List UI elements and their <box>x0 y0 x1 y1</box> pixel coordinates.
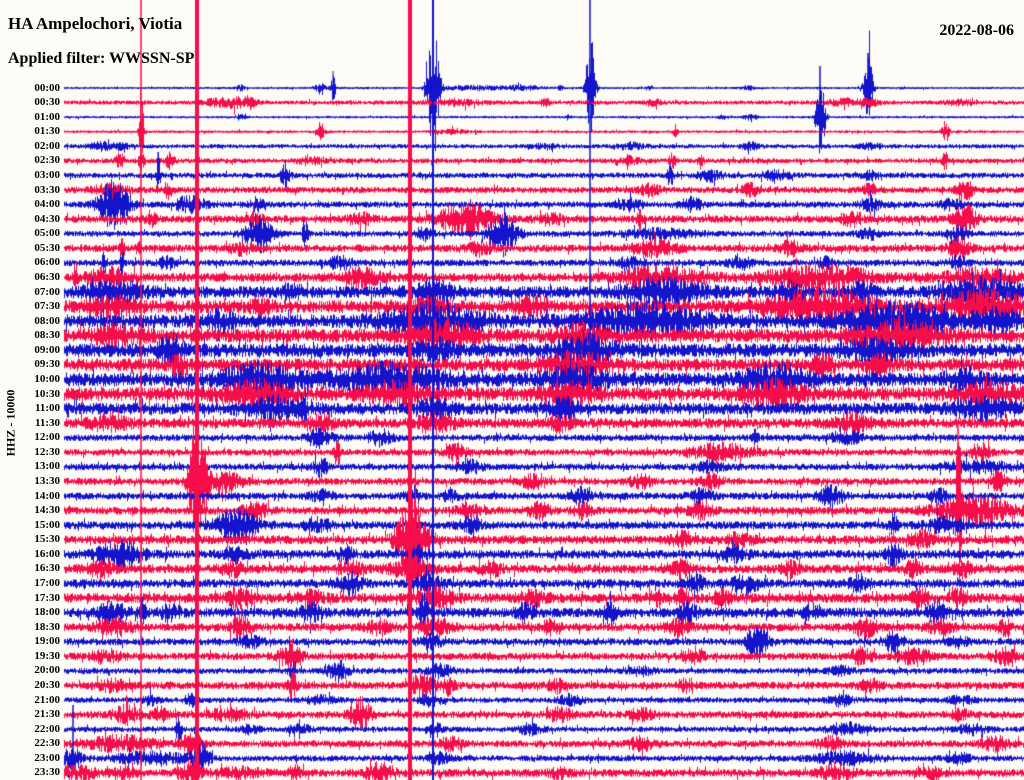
time-label: 19:00 <box>34 635 60 648</box>
time-label: 20:30 <box>34 679 60 692</box>
time-label: 20:00 <box>34 664 60 677</box>
time-label: 04:00 <box>34 198 60 211</box>
time-label: 01:30 <box>34 125 60 138</box>
filter-label: Applied filter: WWSSN-SP <box>8 50 195 67</box>
time-label: 14:30 <box>34 504 60 517</box>
time-label: 04:30 <box>34 212 60 225</box>
time-label: 17:00 <box>34 577 60 590</box>
time-label: 07:30 <box>34 300 60 313</box>
time-label: 06:30 <box>34 270 60 283</box>
time-label: 23:00 <box>34 751 60 764</box>
time-label: 22:30 <box>34 737 60 750</box>
time-label: 13:30 <box>34 474 60 487</box>
time-label: 05:00 <box>34 227 60 240</box>
time-label: 07:00 <box>34 285 60 298</box>
time-label: 10:00 <box>34 372 60 385</box>
time-label: 02:30 <box>34 154 60 167</box>
time-label: 15:00 <box>34 518 60 531</box>
time-label: 16:30 <box>34 562 60 575</box>
time-label: 12:00 <box>34 431 60 444</box>
time-label: 03:00 <box>34 168 60 181</box>
time-label: 03:30 <box>34 183 60 196</box>
time-label: 12:30 <box>34 445 60 458</box>
time-label: 18:30 <box>34 620 60 633</box>
time-label: 15:30 <box>34 533 60 546</box>
time-label: 16:00 <box>34 547 60 560</box>
time-label: 10:30 <box>34 387 60 400</box>
time-label: 22:00 <box>34 722 60 735</box>
time-label: 11:00 <box>34 402 60 415</box>
time-label: 14:00 <box>34 489 60 502</box>
time-label: 00:30 <box>34 96 60 109</box>
time-label: 21:00 <box>34 693 60 706</box>
time-label: 08:00 <box>34 314 60 327</box>
time-label: 09:00 <box>34 343 60 356</box>
time-label: 18:00 <box>34 606 60 619</box>
time-label: 21:30 <box>34 708 60 721</box>
time-label: 02:00 <box>34 139 60 152</box>
time-label: 19:30 <box>34 649 60 662</box>
station-title: HA Ampelochori, Viotia <box>8 14 183 33</box>
time-label: 01:00 <box>34 110 60 123</box>
time-label: 09:30 <box>34 358 60 371</box>
date-label: 2022-08-06 <box>939 22 1014 39</box>
time-label: 06:00 <box>34 256 60 269</box>
time-label: 17:30 <box>34 591 60 604</box>
time-label: 08:30 <box>34 329 60 342</box>
time-label: 05:30 <box>34 241 60 254</box>
time-label: 00:00 <box>34 81 60 94</box>
time-label: 23:30 <box>34 766 60 779</box>
time-label: 11:30 <box>34 416 60 429</box>
time-label: 13:00 <box>34 460 60 473</box>
